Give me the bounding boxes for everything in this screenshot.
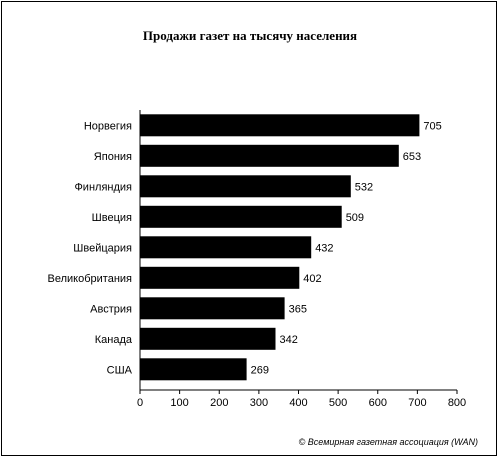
category-label: Норвегия — [84, 120, 132, 132]
value-label: 653 — [403, 151, 421, 163]
value-label: 509 — [346, 212, 364, 224]
category-label: Швеция — [92, 212, 132, 224]
bar-7 — [140, 297, 285, 320]
category-label: Япония — [94, 151, 132, 163]
x-tick-label: 0 — [137, 397, 143, 409]
x-tick-label: 800 — [448, 397, 466, 409]
bar-6 — [140, 266, 300, 289]
bar-5 — [140, 236, 312, 259]
category-label: США — [107, 364, 133, 376]
source-credit: © Всемирная газетная ассоциация (WAN) — [298, 437, 478, 447]
x-tick-label: 500 — [329, 397, 347, 409]
value-label: 402 — [303, 273, 321, 285]
bar-8 — [140, 327, 276, 350]
value-labels-group: 705 653 532 509 432 402 365 342 269 — [251, 120, 442, 376]
bar-3 — [140, 175, 351, 198]
x-tick-label: 600 — [369, 397, 387, 409]
category-label: Великобритания — [48, 273, 133, 285]
bar-9 — [140, 358, 247, 381]
category-labels-group: Норвегия Япония Финляндия Швеция Швейцария Ве… — [48, 120, 133, 376]
category-label: Канада — [95, 334, 133, 346]
x-tick-label: 200 — [210, 397, 228, 409]
value-label: 432 — [315, 242, 333, 254]
bar-4 — [140, 205, 342, 228]
value-label: 269 — [251, 364, 269, 376]
value-label: 365 — [289, 303, 307, 315]
category-label: Финляндия — [74, 181, 132, 193]
chart-title: Продажи газет на тысячу населения — [142, 28, 358, 43]
category-label: Швейцария — [73, 242, 132, 254]
value-label: 342 — [280, 334, 298, 346]
x-tick-label: 300 — [250, 397, 268, 409]
value-label: 532 — [355, 181, 373, 193]
bar-1 — [140, 114, 420, 137]
x-tick-label: 700 — [408, 397, 426, 409]
bar-2 — [140, 144, 399, 167]
category-label: Австрия — [90, 303, 132, 315]
value-label: 705 — [423, 120, 441, 132]
x-tick-label: 400 — [289, 397, 307, 409]
x-axis: 0 100 200 300 400 500 600 700 800 — [137, 110, 466, 409]
x-tick-label: 100 — [170, 397, 188, 409]
bars-group — [140, 114, 420, 381]
